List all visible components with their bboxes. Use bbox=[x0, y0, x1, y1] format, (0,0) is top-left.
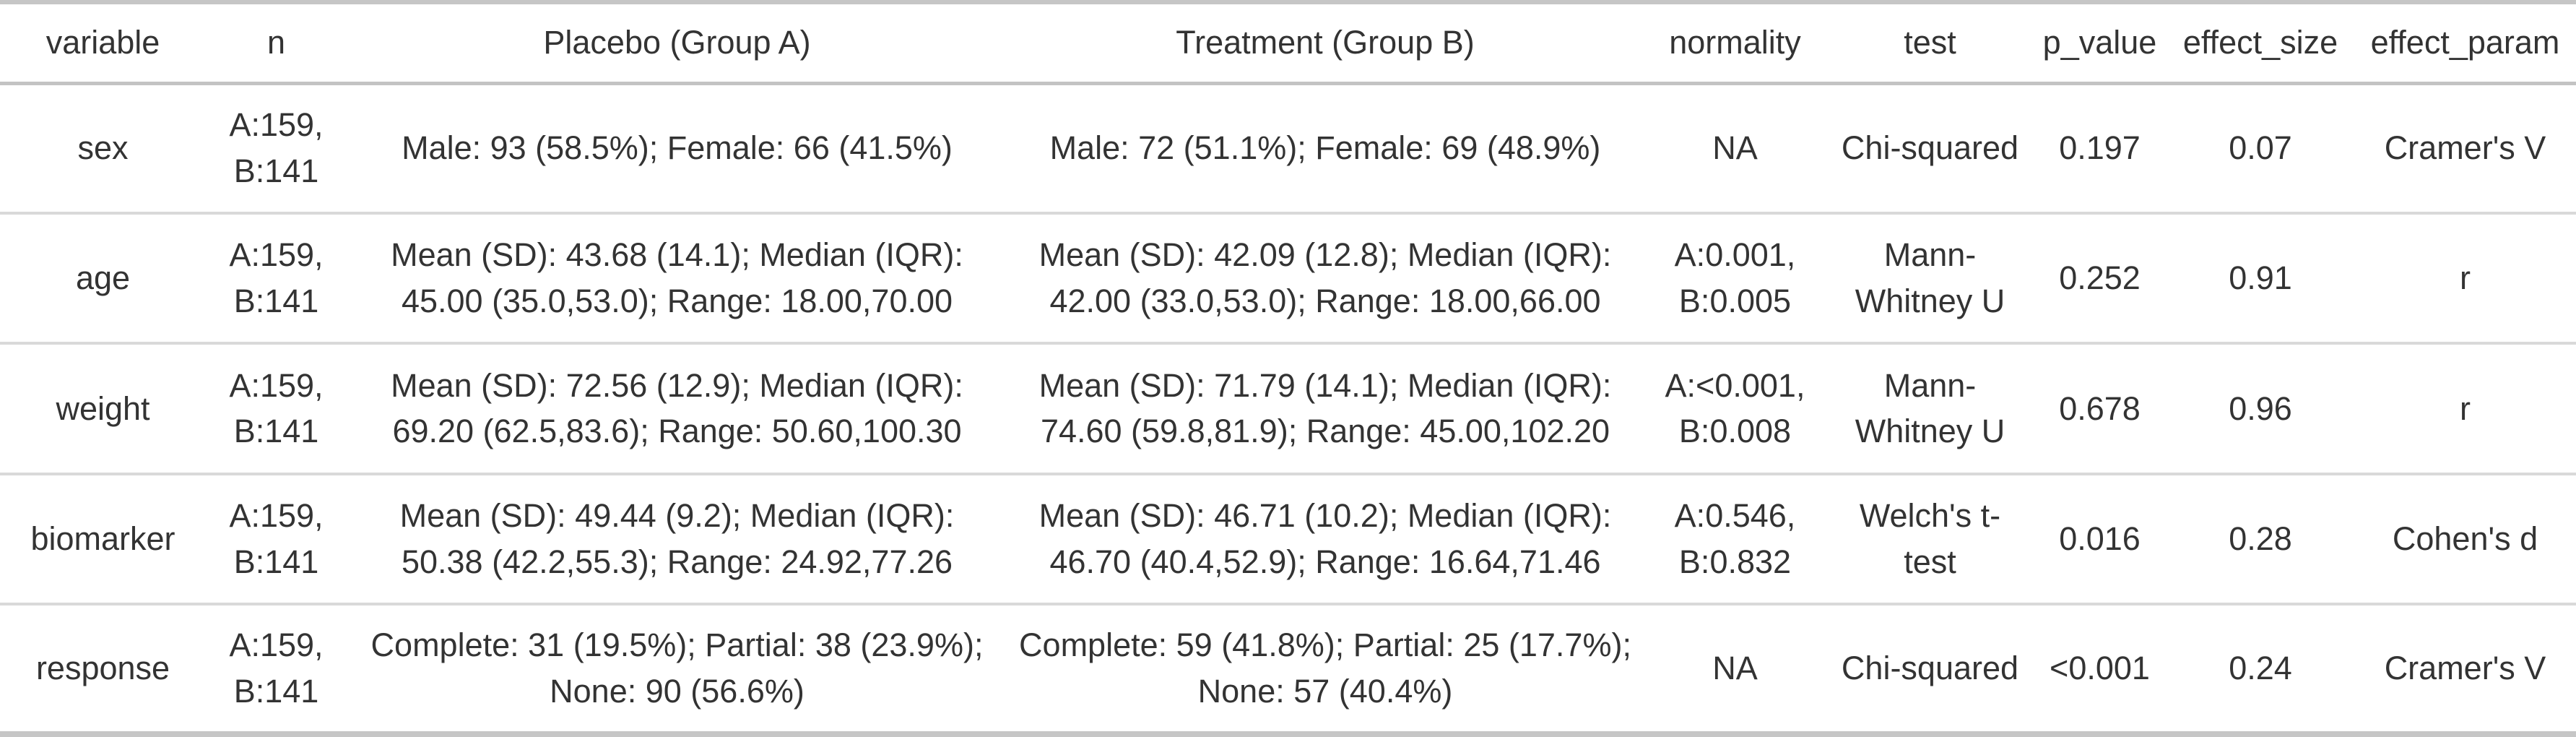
cell-response-n: A:159, B:141 bbox=[229, 626, 324, 710]
cell-age-normality: A:0.001, B:0.005 bbox=[1674, 236, 1796, 320]
column-header-placebo: Placebo (Group A) bbox=[543, 24, 811, 61]
cell-response-test: Chi-squared bbox=[1841, 649, 2019, 686]
column-header-normality: normality bbox=[1669, 24, 1801, 61]
cell-weight-variable: weight bbox=[56, 389, 150, 427]
cell-response-placebo: Complete: 31 (19.5%); Partial: 38 (23.9%… bbox=[370, 626, 984, 710]
cell-weight-test: Mann-Whitney U bbox=[1855, 366, 2005, 450]
table-header-row: variable n Placebo (Group A) Treatment (Gro… bbox=[0, 2, 2576, 83]
cell-age-variable: age bbox=[75, 259, 131, 297]
cell-age-test: Mann-Whitney U bbox=[1855, 236, 2005, 320]
cell-biomarker-placebo: Mean (SD): 49.44 (9.2); Median (IQR): 50… bbox=[399, 496, 955, 580]
cell-sex-test: Chi-squared bbox=[1841, 129, 2019, 167]
cell-weight-n: A:159, B:141 bbox=[229, 366, 324, 450]
table-row-weight: weight A:159, B:141 Mean (SD): 72.56 (12.9… bbox=[0, 343, 2576, 474]
column-header-p-value: p_value bbox=[2042, 24, 2157, 61]
cell-biomarker-treatment: Mean (SD): 46.71 (10.2); Median (IQR): 4… bbox=[1038, 496, 1612, 580]
column-header-test: test bbox=[1904, 24, 1956, 61]
cell-age-p-value: 0.252 bbox=[2059, 259, 2141, 297]
cell-biomarker-n: A:159, B:141 bbox=[229, 496, 324, 580]
cell-sex-n: A:159, B:141 bbox=[229, 106, 324, 190]
cell-response-normality: NA bbox=[1712, 649, 1758, 686]
table-row-sex: sex A:159, B:141 Male: 93 (58.5%); Female:… bbox=[0, 83, 2576, 214]
cell-sex-p-value: 0.197 bbox=[2059, 129, 2141, 167]
cell-sex-treatment: Male: 72 (51.1%); Female: 69 (48.9%) bbox=[1049, 129, 1601, 167]
cell-biomarker-normality: A:0.546, B:0.832 bbox=[1674, 496, 1796, 580]
cell-age-effect-param: r bbox=[2460, 259, 2471, 297]
cell-biomarker-p-value: 0.016 bbox=[2059, 520, 2141, 557]
cell-sex-effect-size: 0.07 bbox=[2229, 129, 2292, 167]
cell-response-effect-param: Cramer's V bbox=[2384, 649, 2546, 686]
cell-response-effect-size: 0.24 bbox=[2229, 649, 2292, 686]
cell-weight-placebo: Mean (SD): 72.56 (12.9); Median (IQR): 6… bbox=[391, 366, 963, 450]
table-row-age: age A:159, B:141 Mean (SD): 43.68 (14.1); … bbox=[0, 213, 2576, 344]
cell-response-p-value: <0.001 bbox=[2050, 649, 2150, 686]
cell-biomarker-effect-size: 0.28 bbox=[2229, 520, 2292, 557]
cell-response-variable: response bbox=[35, 649, 170, 686]
column-header-n: n bbox=[266, 24, 286, 61]
column-header-effect-param: effect_param bbox=[2370, 24, 2560, 61]
cell-age-n: A:159, B:141 bbox=[229, 236, 324, 320]
column-header-effect-size: effect_size bbox=[2182, 24, 2338, 61]
column-header-variable: variable bbox=[45, 24, 160, 61]
cell-sex-variable: sex bbox=[77, 129, 129, 167]
table-row-biomarker: biomarker A:159, B:141 Mean (SD): 49.44 (9… bbox=[0, 474, 2576, 604]
cell-age-treatment: Mean (SD): 42.09 (12.8); Median (IQR): 4… bbox=[1038, 236, 1612, 320]
cell-age-placebo: Mean (SD): 43.68 (14.1); Median (IQR): 4… bbox=[391, 236, 963, 320]
cell-weight-effect-size: 0.96 bbox=[2229, 389, 2292, 427]
cell-weight-treatment: Mean (SD): 71.79 (14.1); Median (IQR): 7… bbox=[1038, 366, 1612, 450]
column-header-treatment: Treatment (Group B) bbox=[1176, 24, 1475, 61]
cell-weight-p-value: 0.678 bbox=[2059, 389, 2141, 427]
cell-response-treatment: Complete: 59 (41.8%); Partial: 25 (17.7%… bbox=[1019, 626, 1631, 710]
cell-sex-placebo: Male: 93 (58.5%); Female: 66 (41.5%) bbox=[402, 129, 953, 167]
cell-biomarker-variable: biomarker bbox=[30, 520, 175, 557]
cell-age-effect-size: 0.91 bbox=[2229, 259, 2292, 297]
cell-weight-normality: A:<0.001, B:0.008 bbox=[1665, 366, 1805, 450]
cell-weight-effect-param: r bbox=[2460, 389, 2471, 427]
cell-biomarker-effect-param: Cohen's d bbox=[2392, 520, 2538, 557]
cell-sex-effect-param: Cramer's V bbox=[2384, 129, 2546, 167]
table-row-response: response A:159, B:141 Complete: 31 (19.5%)… bbox=[0, 604, 2576, 734]
cell-biomarker-test: Welch's t-test bbox=[1859, 496, 2001, 580]
cell-sex-normality: NA bbox=[1712, 129, 1758, 167]
